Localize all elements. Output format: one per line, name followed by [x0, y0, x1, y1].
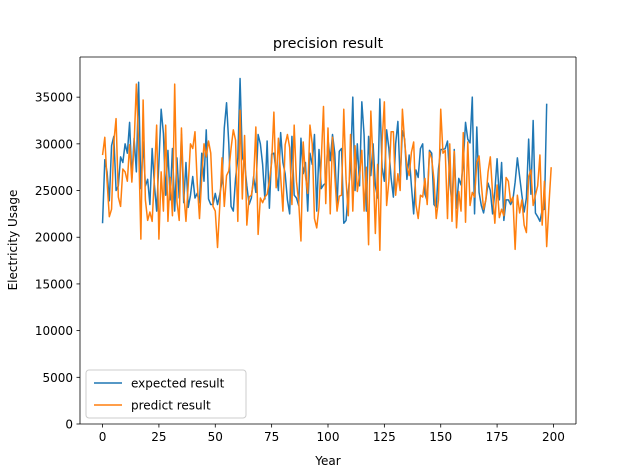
x-tick-label: 75 — [264, 430, 279, 444]
y-tick-label: 15000 — [35, 277, 73, 291]
chart-title: precision result — [273, 36, 384, 52]
series-line-1 — [101, 83, 552, 252]
y-axis-label: Electricity Usage — [6, 190, 20, 291]
y-tick-label: 20000 — [35, 231, 73, 245]
x-tick-label: 50 — [208, 430, 223, 444]
x-tick-label: 0 — [99, 430, 107, 444]
x-tick-label: 100 — [317, 430, 340, 444]
x-tick-label: 175 — [486, 430, 509, 444]
legend-label-1: predict result — [131, 399, 211, 413]
x-tick-label: 25 — [151, 430, 166, 444]
plot-area: 0 25 50 75 100 125 150 175 200 0 5000 10000 15000 200… — [35, 56, 577, 444]
x-tick-label: 125 — [373, 430, 396, 444]
y-tick-label: 30000 — [35, 137, 73, 151]
legend-label-0: expected result — [131, 377, 225, 391]
legend-box — [85, 369, 247, 419]
legend: expected result predict result — [85, 369, 247, 419]
x-tick-label: 200 — [542, 430, 565, 444]
y-tick-label: 5000 — [42, 371, 73, 385]
y-tick-label: 25000 — [35, 184, 73, 198]
x-axis-label: Year — [314, 454, 340, 468]
y-tick-label: 10000 — [35, 324, 73, 338]
y-tick-label: 0 — [65, 418, 73, 432]
x-tick-label: 150 — [429, 430, 452, 444]
y-tick-label: 35000 — [35, 91, 73, 105]
